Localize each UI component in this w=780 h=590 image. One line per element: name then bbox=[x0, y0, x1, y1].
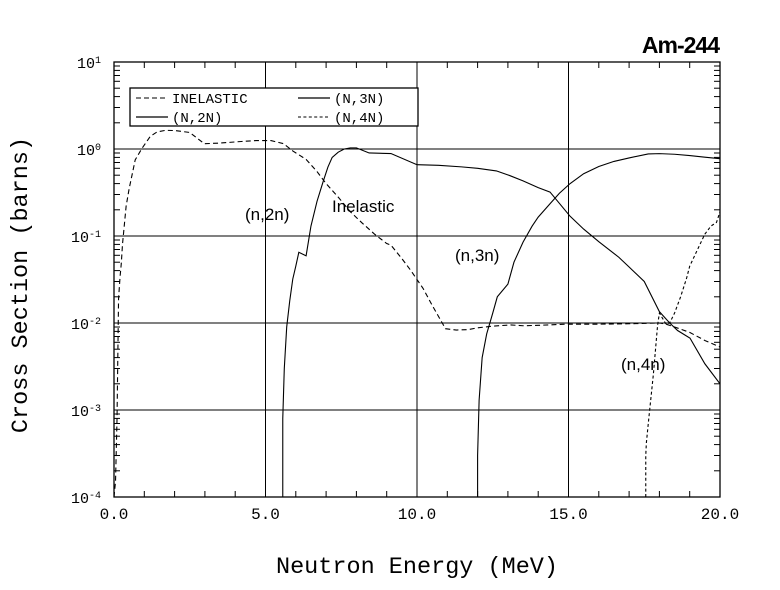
svg-text:Inelastic: Inelastic bbox=[332, 197, 395, 216]
svg-text:Am-244: Am-244 bbox=[642, 32, 720, 58]
svg-text:Cross Section (barns): Cross Section (barns) bbox=[8, 137, 35, 433]
svg-text:(n,3n): (n,3n) bbox=[455, 246, 499, 265]
svg-text:(n,4n): (n,4n) bbox=[621, 355, 665, 374]
svg-text:0.0: 0.0 bbox=[100, 506, 129, 524]
svg-text:10-1: 10-1 bbox=[71, 230, 101, 248]
svg-text:10.0: 10.0 bbox=[398, 506, 436, 524]
svg-text:10-2: 10-2 bbox=[71, 317, 101, 335]
svg-text:(N,3N): (N,3N) bbox=[334, 92, 384, 108]
svg-text:15.0: 15.0 bbox=[549, 506, 587, 524]
svg-text:5.0: 5.0 bbox=[251, 506, 280, 524]
svg-text:100: 100 bbox=[77, 143, 101, 161]
svg-text:(N,4N): (N,4N) bbox=[334, 111, 384, 127]
svg-text:10-3: 10-3 bbox=[71, 404, 101, 422]
svg-text:20.0: 20.0 bbox=[701, 506, 739, 524]
svg-text:101: 101 bbox=[77, 56, 101, 74]
svg-text:Neutron Energy (MeV): Neutron Energy (MeV) bbox=[276, 554, 558, 581]
svg-text:10-4: 10-4 bbox=[71, 491, 101, 509]
svg-text:INELASTIC: INELASTIC bbox=[172, 92, 248, 108]
svg-text:(n,2n): (n,2n) bbox=[245, 205, 289, 224]
svg-text:(N,2N): (N,2N) bbox=[172, 111, 222, 127]
